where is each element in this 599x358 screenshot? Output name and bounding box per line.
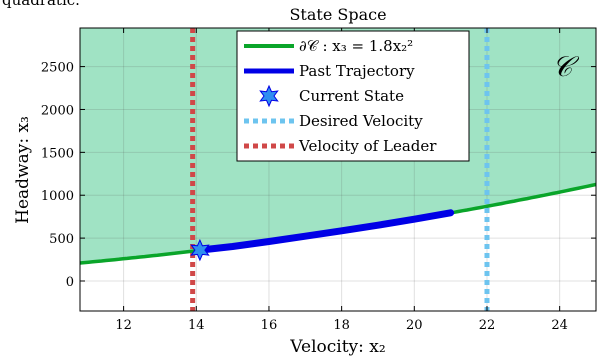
legend-label-leader-velocity: Velocity of Leader: [298, 137, 437, 155]
y-tick-label: 500: [49, 232, 74, 247]
legend-label-trajectory: Past Trajectory: [299, 62, 415, 80]
x-tick-label: 20: [406, 318, 423, 333]
x-tick-label: 16: [261, 318, 278, 333]
past-trajectory-line: [196, 209, 455, 254]
y-tick-label: 2500: [41, 61, 74, 76]
legend-label-boundary: ∂𝒞 : x₃ = 1.8x₂²: [299, 37, 413, 55]
axes: 12 14 16 18 20 22 24 0 500 1000 1500 2000 2500: [41, 27, 597, 333]
legend-swatch-current-state: [259, 84, 279, 108]
x-tick-label: 12: [115, 318, 132, 333]
legend-label-desired-velocity: Desired Velocity: [299, 112, 423, 130]
axes-box: [79, 27, 597, 312]
y-tick-label: 2000: [41, 103, 74, 118]
y-tick-label: 1000: [41, 189, 74, 204]
legend: ∂𝒞 : x₃ = 1.8x₂² Past Trajectory Current…: [236, 30, 470, 162]
y-tick-label: 0: [66, 275, 74, 290]
x-tick-label: 22: [479, 318, 496, 333]
x-tick-label: 18: [333, 318, 350, 333]
x-axis-label: Velocity: x₂: [289, 337, 385, 357]
y-tick-label: 1500: [41, 146, 74, 161]
x-tick-label: 14: [188, 318, 205, 333]
current-state-marker: [190, 238, 210, 262]
legend-label-current-state: Current State: [299, 87, 404, 105]
y-axis-label: Headway: x₃: [13, 116, 33, 224]
x-tick-label: 24: [551, 318, 568, 333]
cropped-header-text: quadratic.: [2, 0, 80, 9]
legend-box: [236, 30, 470, 162]
chart-title: State Space: [289, 5, 386, 24]
